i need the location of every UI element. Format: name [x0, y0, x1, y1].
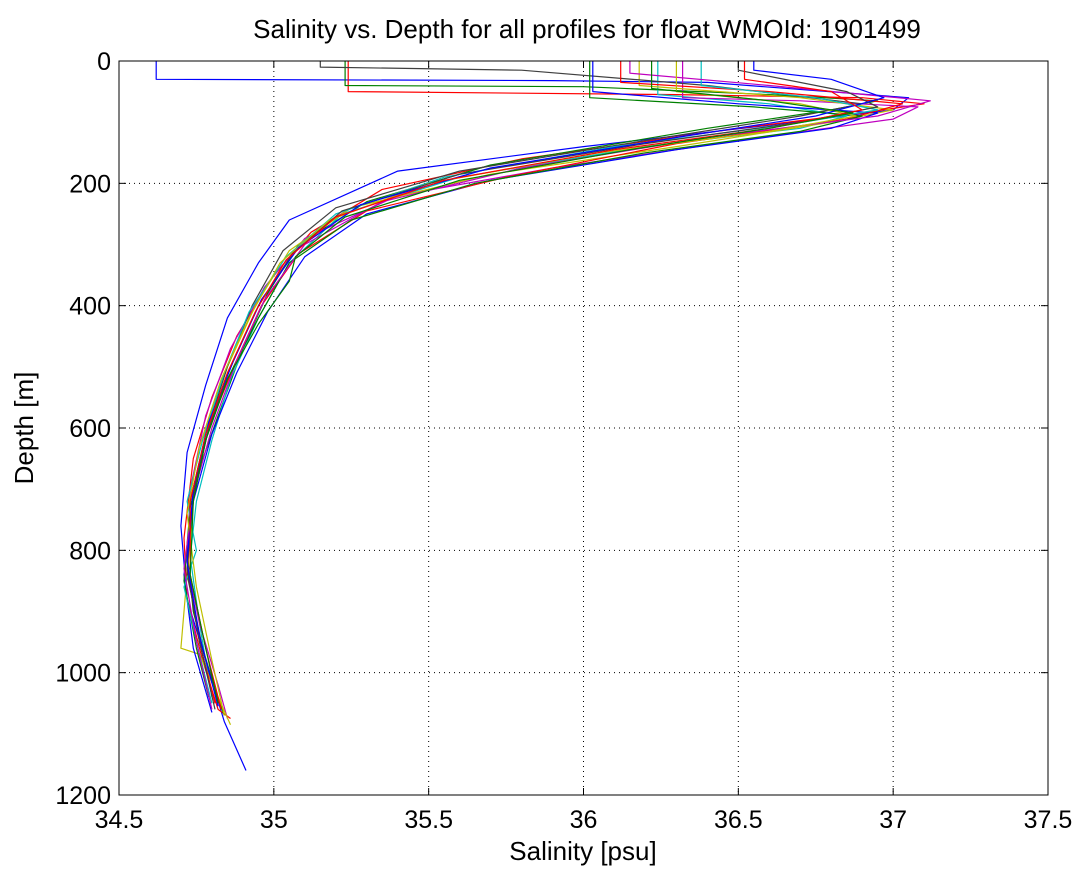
x-tick-label: 36.5	[714, 806, 763, 834]
x-tick-label: 37.5	[1024, 806, 1073, 834]
profile-lines	[155, 61, 931, 771]
y-tick-label: 1000	[55, 660, 111, 688]
x-tick-label: 35	[260, 806, 288, 834]
profile-line-11	[183, 61, 879, 704]
y-axis-title: Depth [m]	[9, 372, 39, 485]
profile-line-16	[189, 61, 863, 710]
x-tick-label: 34.5	[95, 806, 144, 834]
x-tick-label: 35.5	[404, 806, 453, 834]
y-tick-label: 1200	[55, 782, 111, 810]
profile-line-17	[189, 61, 854, 704]
y-tick-label: 800	[69, 537, 111, 565]
y-tick-labels: 0 200 400 600 800 1000 1200	[55, 48, 111, 810]
y-tick-label: 400	[69, 293, 111, 321]
y-tick-label: 600	[69, 415, 111, 443]
y-tick-label: 200	[69, 170, 111, 198]
axis-ticks	[118, 60, 1049, 796]
x-axis-title: Salinity [psu]	[509, 836, 656, 866]
profile-line-5	[186, 61, 919, 719]
y-tick-label: 0	[97, 48, 111, 76]
chart-title: Salinity vs. Depth for all profiles for …	[253, 14, 921, 44]
x-tick-label: 36	[570, 806, 598, 834]
x-tick-label: 37	[879, 806, 907, 834]
x-tick-labels: 34.5 35 35.5 36 36.5 37 37.5	[95, 806, 1073, 834]
